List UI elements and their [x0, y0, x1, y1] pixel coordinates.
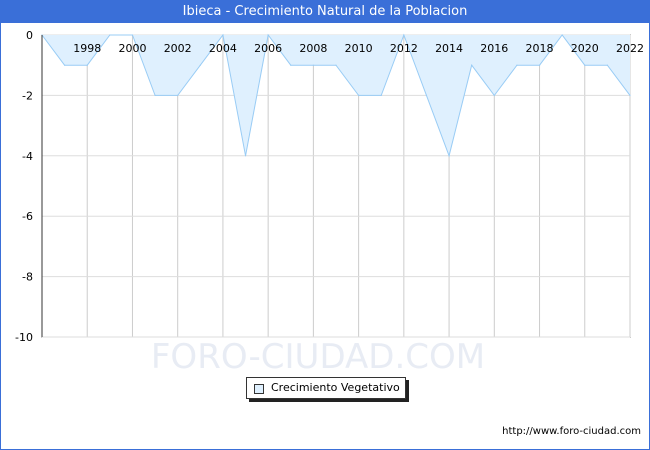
- data-point: [109, 34, 111, 36]
- x-tick-label: 2016: [480, 42, 508, 55]
- y-tick-label: -6: [22, 210, 33, 223]
- legend-label: Crecimiento Vegetativo: [271, 381, 400, 394]
- data-point: [561, 34, 563, 36]
- data-point: [493, 94, 495, 96]
- y-tick-label: -10: [15, 331, 33, 344]
- data-point: [538, 64, 541, 66]
- x-tick-label: 2014: [435, 42, 463, 55]
- x-tick-label: 2008: [299, 42, 327, 55]
- x-tick-label: 2006: [254, 42, 282, 55]
- area-series: [41, 33, 631, 158]
- x-tick-label: 2002: [164, 42, 192, 55]
- y-tick-label: 0: [26, 29, 33, 42]
- legend-swatch: [254, 384, 264, 394]
- data-point: [425, 94, 428, 96]
- source-url[interactable]: http://www.foro-ciudad.com: [502, 426, 641, 437]
- data-point: [199, 64, 201, 66]
- x-tick-label: 1998: [73, 42, 101, 55]
- data-point: [403, 34, 405, 36]
- area-fill: [42, 35, 630, 156]
- data-point: [267, 34, 269, 36]
- data-point: [64, 64, 66, 66]
- data-point: [177, 94, 179, 96]
- chart-title: Ibieca - Crecimiento Natural de la Pobla…: [1, 1, 649, 23]
- x-tick-label: 2020: [571, 42, 599, 55]
- data-point: [244, 155, 247, 157]
- data-point: [154, 94, 156, 96]
- legend: Crecimiento Vegetativo: [246, 377, 406, 399]
- y-axis-ticks: 0 -2 -4 -6 -8 -10: [15, 29, 33, 344]
- data-point: [358, 94, 360, 96]
- data-point: [86, 64, 88, 66]
- x-tick-label: 2018: [526, 42, 554, 55]
- data-point: [131, 34, 134, 36]
- y-tick-label: -2: [22, 89, 33, 102]
- watermark: FORO-CIUDAD.COM: [151, 337, 485, 377]
- y-tick-label: -8: [22, 271, 33, 284]
- data-point: [335, 64, 337, 66]
- data-point: [290, 64, 292, 66]
- data-point: [448, 155, 450, 157]
- data-point: [516, 64, 518, 66]
- plot-area: [41, 34, 631, 338]
- x-tick-label: 2022: [616, 42, 644, 55]
- data-point: [629, 94, 631, 96]
- data-point: [312, 64, 314, 66]
- grid-lines: [42, 34, 631, 338]
- data-point: [471, 64, 473, 66]
- x-tick-label: 2010: [345, 42, 373, 55]
- data-point: [606, 64, 608, 66]
- y-tick-label: -4: [22, 150, 33, 163]
- data-point: [222, 34, 224, 36]
- data-point: [380, 94, 382, 96]
- x-tick-label: 2000: [118, 42, 146, 55]
- x-tick-label: 2012: [390, 42, 418, 55]
- x-tick-label: 2004: [209, 42, 237, 55]
- data-point: [584, 64, 586, 66]
- x-axis-ticks: 1998 2000 2002 2004 2006 2008 2010 2012 2014 2016…: [73, 42, 644, 55]
